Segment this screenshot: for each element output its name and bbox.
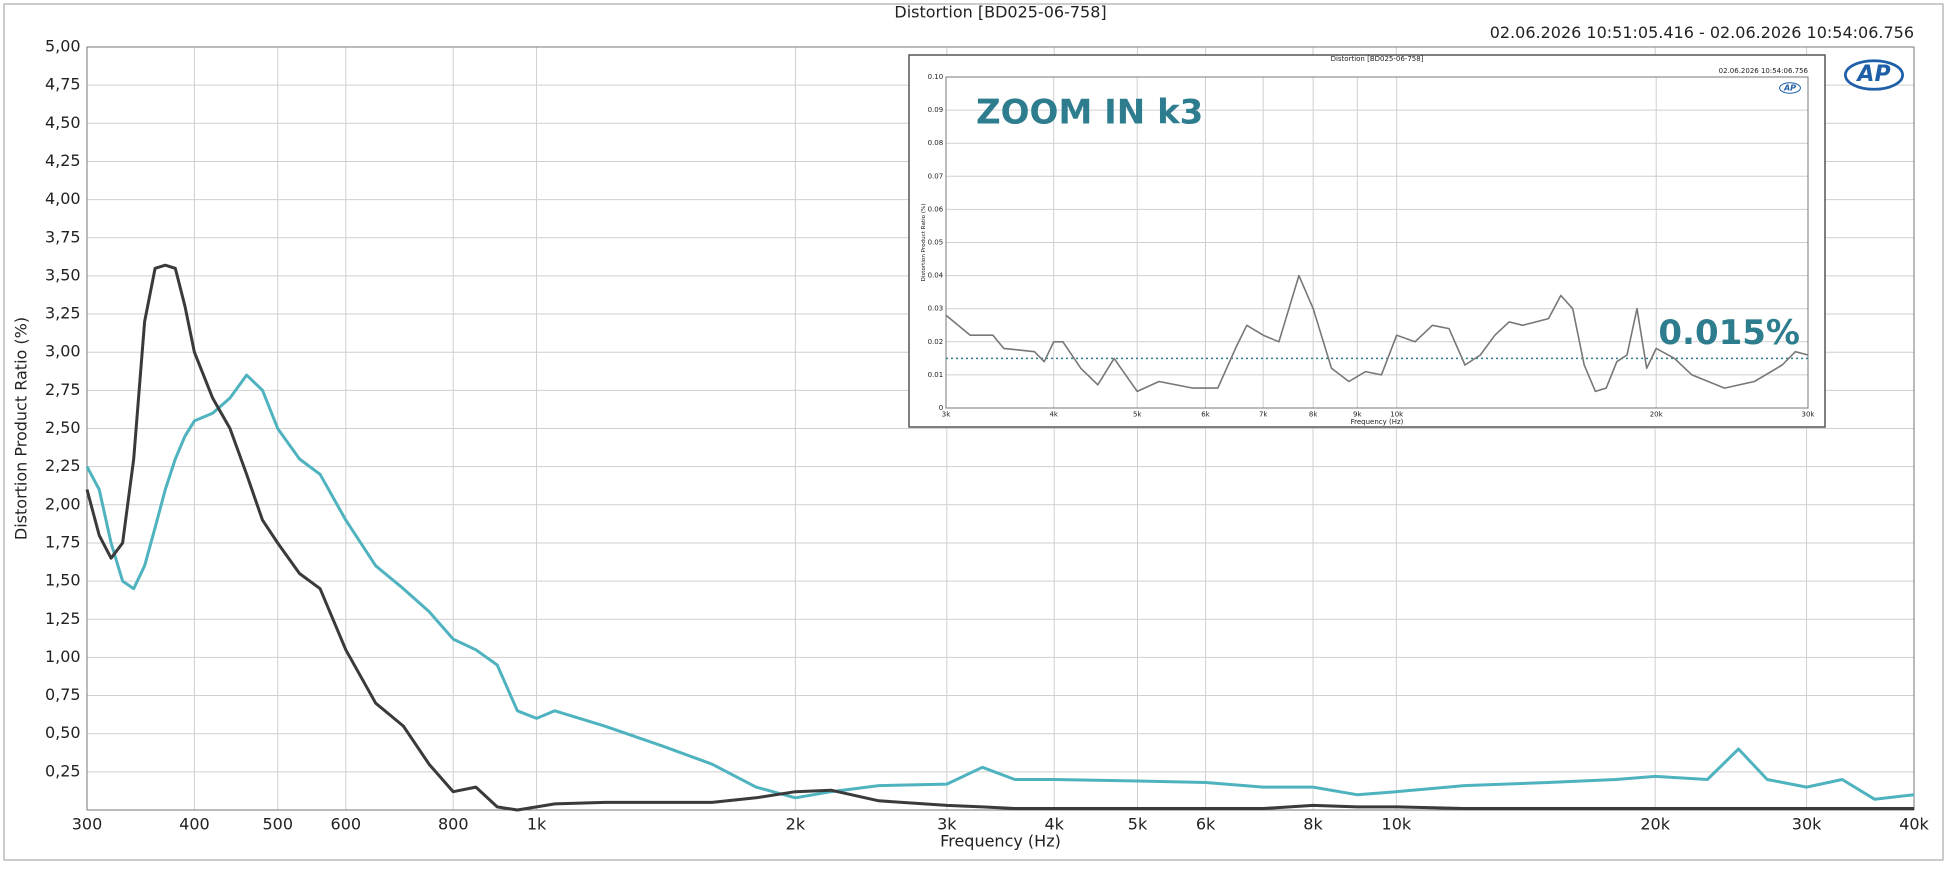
x-tick-label: 3k bbox=[942, 411, 951, 419]
logo: AP bbox=[1783, 84, 1796, 93]
series-line bbox=[945, 274, 1809, 393]
chart-title: Distortion [BD025-06-758] bbox=[1331, 55, 1424, 63]
x-tick-label: 5k bbox=[1128, 815, 1148, 834]
x-tick-label: 9k bbox=[1353, 411, 1362, 419]
y-tick-label: 1,50 bbox=[45, 571, 81, 590]
x-tick-label: 2k bbox=[786, 815, 806, 834]
y-tick-label: 1,00 bbox=[45, 647, 81, 666]
y-tick-label: 2,25 bbox=[45, 456, 81, 475]
x-tick-label: 400 bbox=[179, 815, 210, 834]
y-tick-label: 2,75 bbox=[45, 380, 81, 399]
y-tick-label: 0.06 bbox=[928, 205, 944, 213]
y-tick-label: 0.01 bbox=[928, 371, 944, 379]
x-tick-label: 30k bbox=[1792, 815, 1822, 834]
x-tick-label: 500 bbox=[262, 815, 293, 834]
x-tick-label: 30k bbox=[1802, 411, 1816, 419]
y-tick-label: 0,50 bbox=[45, 723, 81, 742]
x-tick-label: 5k bbox=[1133, 411, 1142, 419]
y-tick-label: 4,75 bbox=[45, 75, 81, 94]
y-tick-label: 0.04 bbox=[928, 272, 944, 280]
y-tick-label: 0,75 bbox=[45, 685, 81, 704]
y-tick-label: 1,75 bbox=[45, 532, 81, 551]
plot-area bbox=[945, 76, 1809, 409]
series-line bbox=[85, 373, 1915, 801]
x-tick-label: 6k bbox=[1196, 815, 1216, 834]
x-tick-label: 3k bbox=[937, 815, 957, 834]
y-tick-label: 3,25 bbox=[45, 304, 81, 323]
y-tick-label: 2,00 bbox=[45, 494, 81, 513]
y-tick-label: 4,25 bbox=[45, 151, 81, 170]
x-tick-label: 600 bbox=[331, 815, 362, 834]
y-tick-label: 0.09 bbox=[928, 106, 944, 114]
y-tick-label: 0,25 bbox=[45, 761, 81, 780]
y-tick-label: 3,00 bbox=[45, 342, 81, 361]
annotation: ZOOM IN k3 bbox=[976, 93, 1203, 133]
chart-frame bbox=[908, 54, 1826, 428]
y-tick-label: 4,00 bbox=[45, 189, 81, 208]
x-tick-label: 20k bbox=[1640, 815, 1670, 834]
x-tick-label: 300 bbox=[72, 815, 103, 834]
logo: AP bbox=[1855, 62, 1890, 87]
chart-subtitle: 02.06.2026 10:51:05.416 - 02.06.2026 10:… bbox=[1490, 23, 1914, 42]
y-tick-label: 4,50 bbox=[45, 113, 81, 132]
logo-badge bbox=[1779, 82, 1801, 94]
x-tick-label: 8k bbox=[1303, 815, 1323, 834]
x-tick-label: 7k bbox=[1259, 411, 1268, 419]
y-tick-label: 1,25 bbox=[45, 609, 81, 628]
y-tick-label: 0 bbox=[939, 404, 943, 412]
x-tick-label: 20k bbox=[1650, 411, 1664, 419]
x-tick-label: 4k bbox=[1044, 815, 1064, 834]
logo-badge bbox=[1844, 59, 1904, 91]
x-tick-label: 1k bbox=[527, 815, 547, 834]
y-tick-label: 0.03 bbox=[928, 305, 944, 313]
y-tick-label: 0.10 bbox=[928, 73, 944, 81]
y-axis-label: Distortion Product Ratio (%) bbox=[12, 317, 31, 540]
y-tick-label: 5,00 bbox=[45, 37, 81, 56]
y-tick-label: 0.02 bbox=[928, 338, 944, 346]
y-tick-label: 2,50 bbox=[45, 418, 81, 437]
y-tick-label: 0.08 bbox=[928, 139, 944, 147]
x-tick-label: 8k bbox=[1309, 411, 1318, 419]
y-tick-label: 0.07 bbox=[928, 172, 944, 180]
plot-area bbox=[86, 46, 1915, 811]
series-line bbox=[85, 263, 1914, 812]
y-axis-label: Distortion Product Ratio (%) bbox=[921, 203, 927, 281]
x-tick-label: 10k bbox=[1390, 411, 1404, 419]
chart-title: Distortion [BD025-06-758] bbox=[894, 2, 1106, 21]
x-tick-label: 40k bbox=[1899, 815, 1929, 834]
y-tick-label: 0.05 bbox=[928, 239, 944, 247]
x-axis-label: Frequency (Hz) bbox=[940, 832, 1061, 851]
chart-subtitle: 02.06.2026 10:54:06.756 bbox=[1719, 67, 1809, 75]
x-tick-label: 800 bbox=[438, 815, 469, 834]
y-tick-label: 3,75 bbox=[45, 227, 81, 246]
x-axis-label: Frequency (Hz) bbox=[1351, 418, 1404, 426]
reference-label: 0.015% bbox=[1658, 313, 1800, 353]
x-tick-label: 4k bbox=[1049, 411, 1058, 419]
y-tick-label: 3,50 bbox=[45, 265, 81, 284]
x-tick-label: 6k bbox=[1201, 411, 1210, 419]
x-tick-label: 10k bbox=[1382, 815, 1412, 834]
